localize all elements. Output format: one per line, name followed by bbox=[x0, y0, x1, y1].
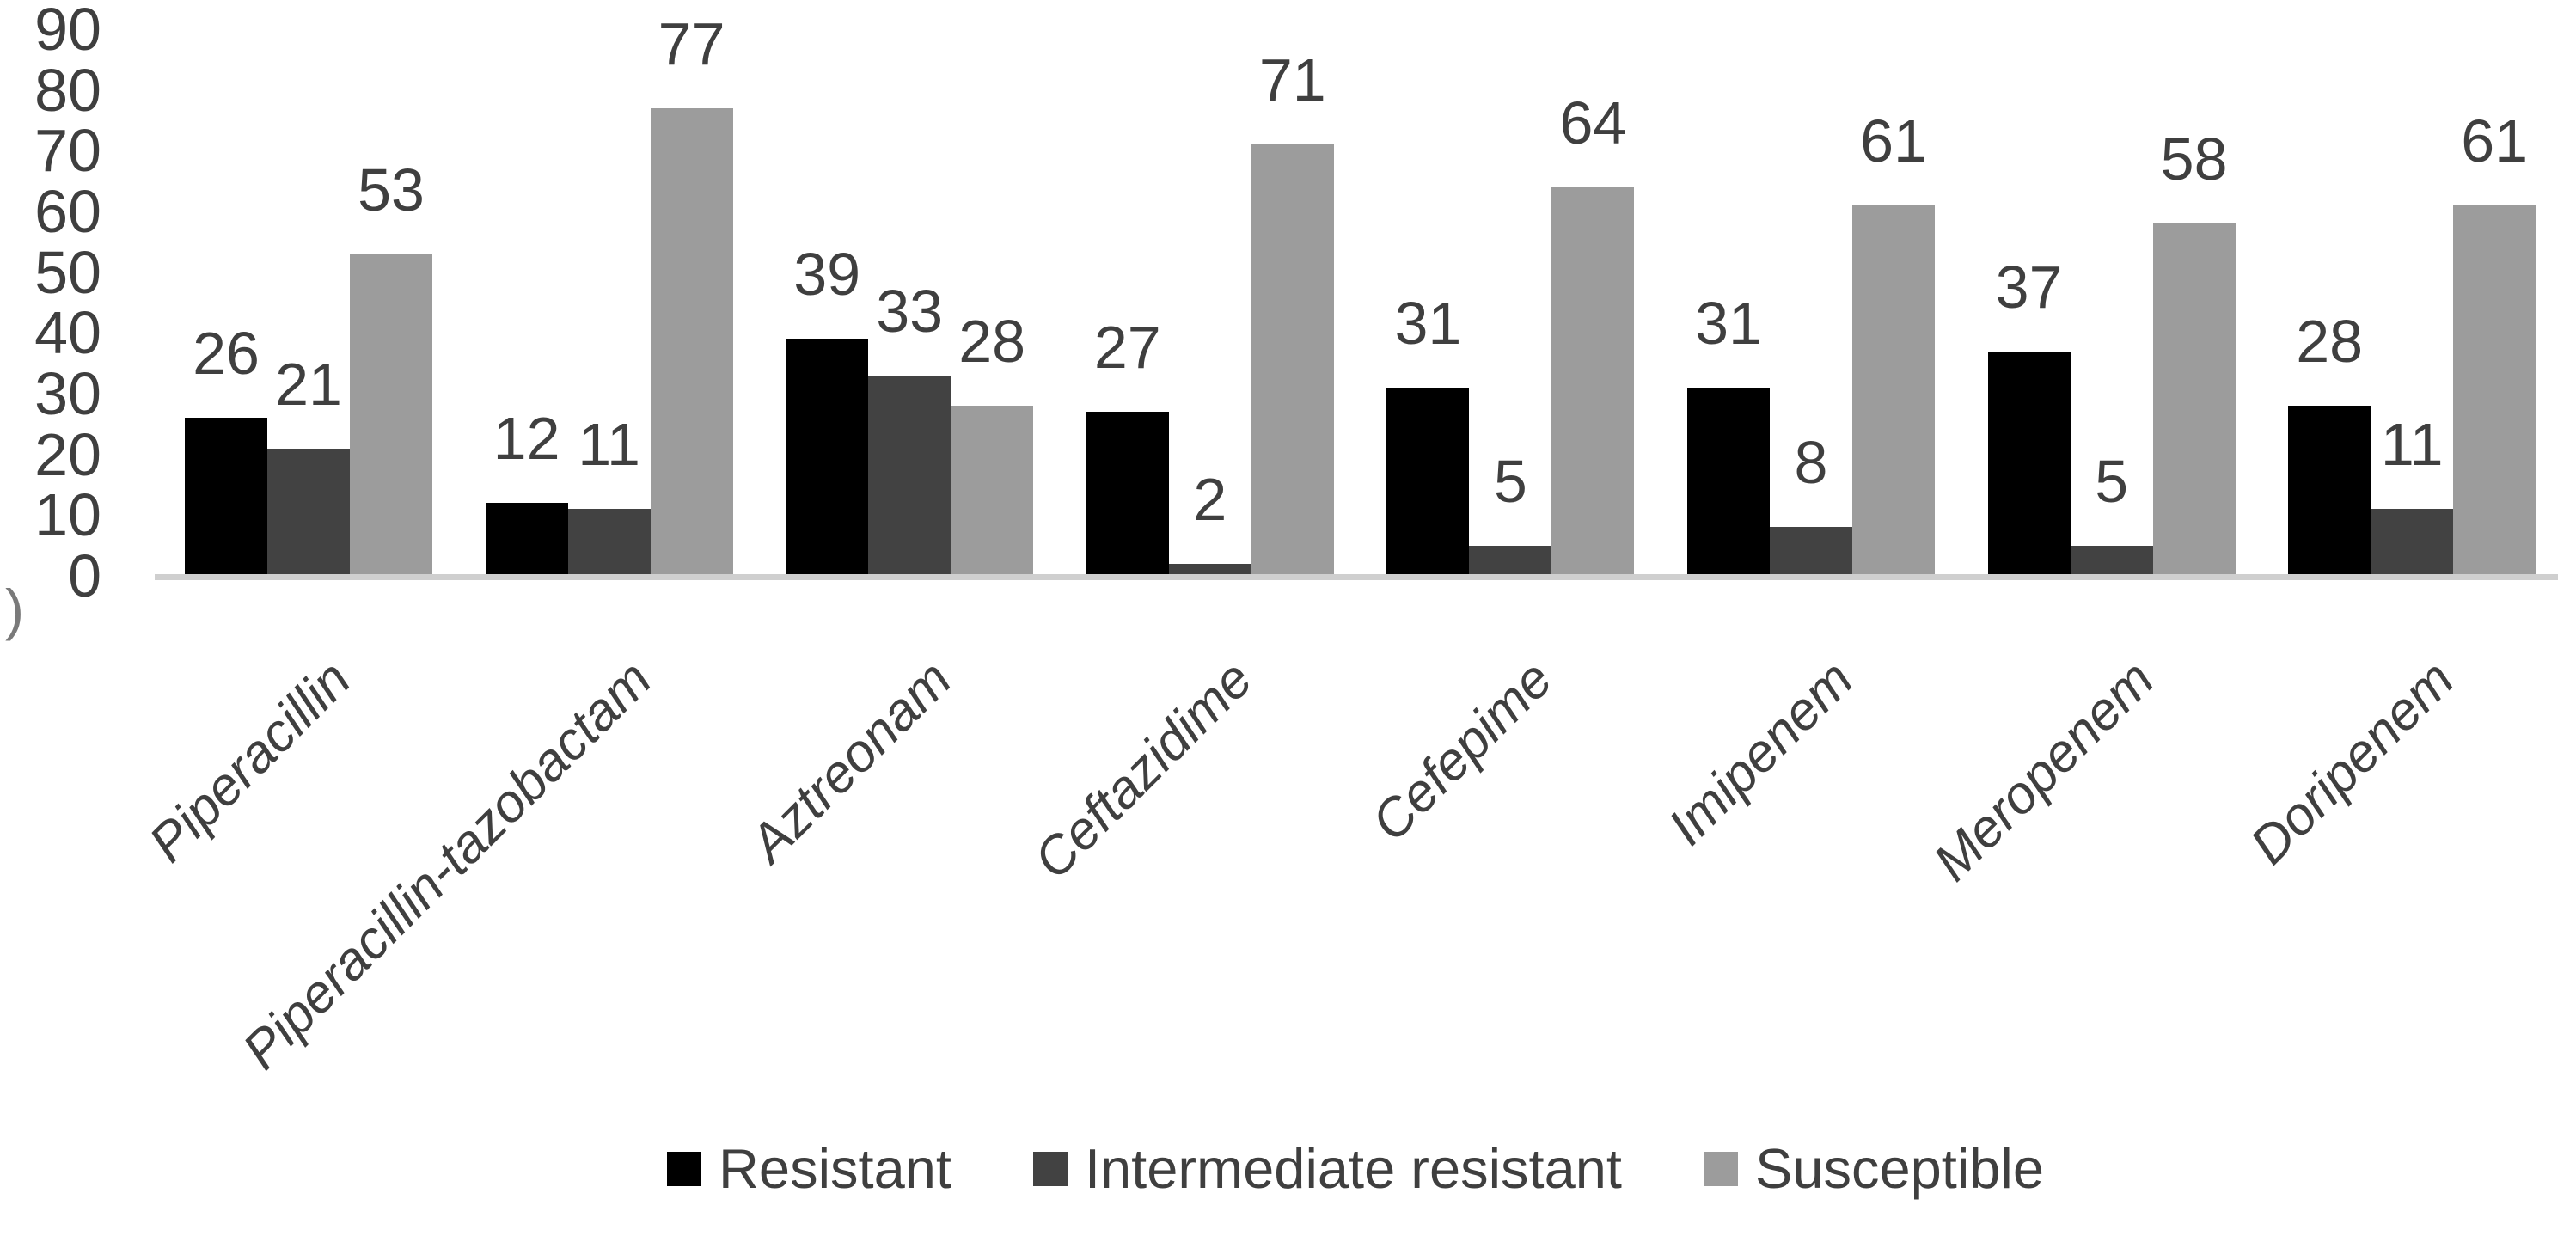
bar-intermediate-resistant-cefepime bbox=[1469, 545, 1552, 576]
data-label-susceptible-meropenem: 58 bbox=[2160, 125, 2228, 193]
bar-resistant-ceftazidime bbox=[1086, 412, 1169, 576]
data-label-intermediate-resistant-meropenem: 5 bbox=[2095, 447, 2129, 515]
data-label-intermediate-resistant-cefepime: 5 bbox=[1493, 447, 1527, 515]
bar-chart: ) 0 10 20 30 40 50 60 70 80 90 26 12 39 27 31 31 37 28 21 1… bbox=[5, 0, 2558, 1196]
y-axis-tick-label: 0 bbox=[68, 542, 101, 609]
bar-resistant-aztreonam bbox=[786, 339, 869, 576]
data-label-susceptible-cefepime: 64 bbox=[1559, 89, 1627, 156]
cropped-axis-title-text: ) bbox=[5, 578, 24, 641]
bar-resistant-piperacillin-tazobactam bbox=[485, 503, 568, 576]
x-axis-line bbox=[155, 574, 2558, 580]
data-label-resistant-aztreonam: 39 bbox=[793, 241, 861, 309]
y-axis-tick-label: 60 bbox=[34, 178, 101, 246]
data-label-resistant-ceftazidime: 27 bbox=[1093, 314, 1161, 382]
data-label-susceptible-piperacillin: 53 bbox=[358, 156, 425, 223]
legend-item-label: Susceptible bbox=[1754, 1137, 2045, 1200]
y-axis-tick-label: 40 bbox=[34, 299, 101, 367]
data-label-resistant-doripenem: 28 bbox=[2296, 308, 2364, 376]
legend-item-label: Resistant bbox=[718, 1137, 951, 1200]
bar-susceptible-imipenem bbox=[1852, 205, 1935, 576]
data-label-resistant-meropenem: 37 bbox=[1995, 253, 2063, 321]
bar-intermediate-resistant-imipenem bbox=[1770, 527, 1852, 576]
legend-item-resistant: Resistant bbox=[666, 1137, 951, 1200]
data-label-intermediate-resistant-piperacillin-tazobactam: 11 bbox=[578, 411, 640, 479]
data-label-intermediate-resistant-ceftazidime: 2 bbox=[1193, 465, 1227, 533]
y-axis-tick-label: 80 bbox=[34, 56, 101, 124]
bar-resistant-piperacillin bbox=[185, 418, 267, 576]
bar-susceptible-meropenem bbox=[2152, 223, 2236, 576]
y-axis-tick-label: 70 bbox=[34, 117, 101, 185]
bar-intermediate-resistant-piperacillin bbox=[267, 448, 350, 576]
data-label-resistant-imipenem: 31 bbox=[1695, 289, 1762, 357]
bar-susceptible-piperacillin-tazobactam bbox=[650, 107, 733, 576]
bar-resistant-doripenem bbox=[2288, 406, 2371, 576]
data-label-susceptible-piperacillin-tazobactam: 77 bbox=[658, 9, 725, 77]
data-label-intermediate-resistant-imipenem: 8 bbox=[1794, 429, 1828, 497]
data-label-susceptible-aztreonam: 28 bbox=[958, 308, 1026, 376]
legend-swatch-resistant-icon bbox=[666, 1152, 701, 1186]
data-label-resistant-piperacillin-tazobactam: 12 bbox=[493, 405, 560, 473]
bar-intermediate-resistant-meropenem bbox=[2070, 545, 2153, 576]
data-label-resistant-piperacillin: 26 bbox=[193, 320, 260, 388]
data-label-susceptible-doripenem: 61 bbox=[2461, 107, 2529, 174]
bar-susceptible-aztreonam bbox=[951, 406, 1034, 576]
bar-intermediate-resistant-doripenem bbox=[2371, 509, 2454, 576]
bar-susceptible-doripenem bbox=[2453, 205, 2536, 576]
bar-intermediate-resistant-aztreonam bbox=[868, 375, 951, 576]
legend-item-susceptible: Susceptible bbox=[1703, 1137, 2045, 1200]
bar-susceptible-cefepime bbox=[1551, 187, 1635, 576]
y-axis-tick-label: 20 bbox=[34, 420, 101, 488]
bar-resistant-cefepime bbox=[1386, 387, 1470, 576]
y-axis-tick-label: 30 bbox=[34, 360, 101, 428]
y-axis-tick-label: 10 bbox=[34, 481, 101, 549]
data-label-intermediate-resistant-aztreonam: 33 bbox=[876, 277, 944, 345]
data-label-susceptible-ceftazidime: 71 bbox=[1258, 46, 1326, 114]
legend-swatch-intermediate-resistant-icon bbox=[1032, 1152, 1068, 1186]
y-axis-tick-label: 90 bbox=[34, 0, 101, 64]
y-axis-tick-label: 50 bbox=[34, 238, 101, 306]
legend-item-label: Intermediate resistant bbox=[1084, 1137, 1622, 1200]
bar-resistant-meropenem bbox=[1987, 351, 2071, 576]
bar-intermediate-resistant-piperacillin-tazobactam bbox=[567, 509, 651, 576]
data-label-intermediate-resistant-piperacillin: 21 bbox=[275, 350, 342, 418]
legend: Resistant Intermediate resistant Susceptib… bbox=[156, 1141, 2555, 1196]
legend-item-intermediate-resistant: Intermediate resistant bbox=[1032, 1137, 1622, 1200]
bar-susceptible-piperacillin bbox=[350, 254, 432, 576]
bar-resistant-imipenem bbox=[1687, 387, 1770, 576]
data-label-intermediate-resistant-doripenem: 11 bbox=[2380, 411, 2444, 479]
data-label-susceptible-imipenem: 61 bbox=[1860, 107, 1927, 174]
bar-susceptible-ceftazidime bbox=[1251, 144, 1334, 576]
legend-swatch-susceptible-icon bbox=[1703, 1152, 1738, 1186]
bar-intermediate-resistant-ceftazidime bbox=[1168, 563, 1251, 576]
data-label-resistant-cefepime: 31 bbox=[1394, 289, 1462, 357]
